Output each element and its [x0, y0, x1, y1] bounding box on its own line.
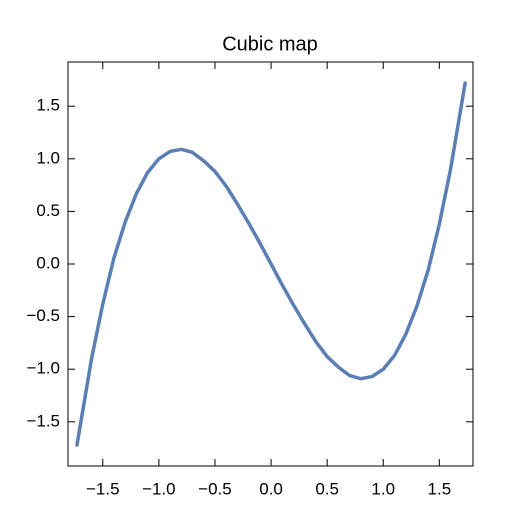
x-tick-label: −1.5	[86, 479, 120, 498]
curve	[75, 81, 467, 447]
x-tick-label: 1.5	[428, 479, 452, 498]
y-tick-label: 1.0	[36, 148, 60, 167]
y-tick-label: −1.5	[26, 411, 60, 430]
x-tick-label: 0.0	[259, 479, 283, 498]
x-tick-label: −0.5	[198, 479, 232, 498]
y-tick-label: 0.5	[36, 201, 60, 220]
y-tick-label: −1.0	[26, 359, 60, 378]
x-tick-label: −1.0	[142, 479, 176, 498]
y-tick-label: −0.5	[26, 306, 60, 325]
x-tick-label: 1.0	[371, 479, 395, 498]
x-tick-label: 0.5	[315, 479, 339, 498]
y-tick-label: 0.0	[36, 253, 60, 272]
chart-title: Cubic map	[222, 33, 318, 55]
y-tick-label: 1.5	[36, 96, 60, 115]
